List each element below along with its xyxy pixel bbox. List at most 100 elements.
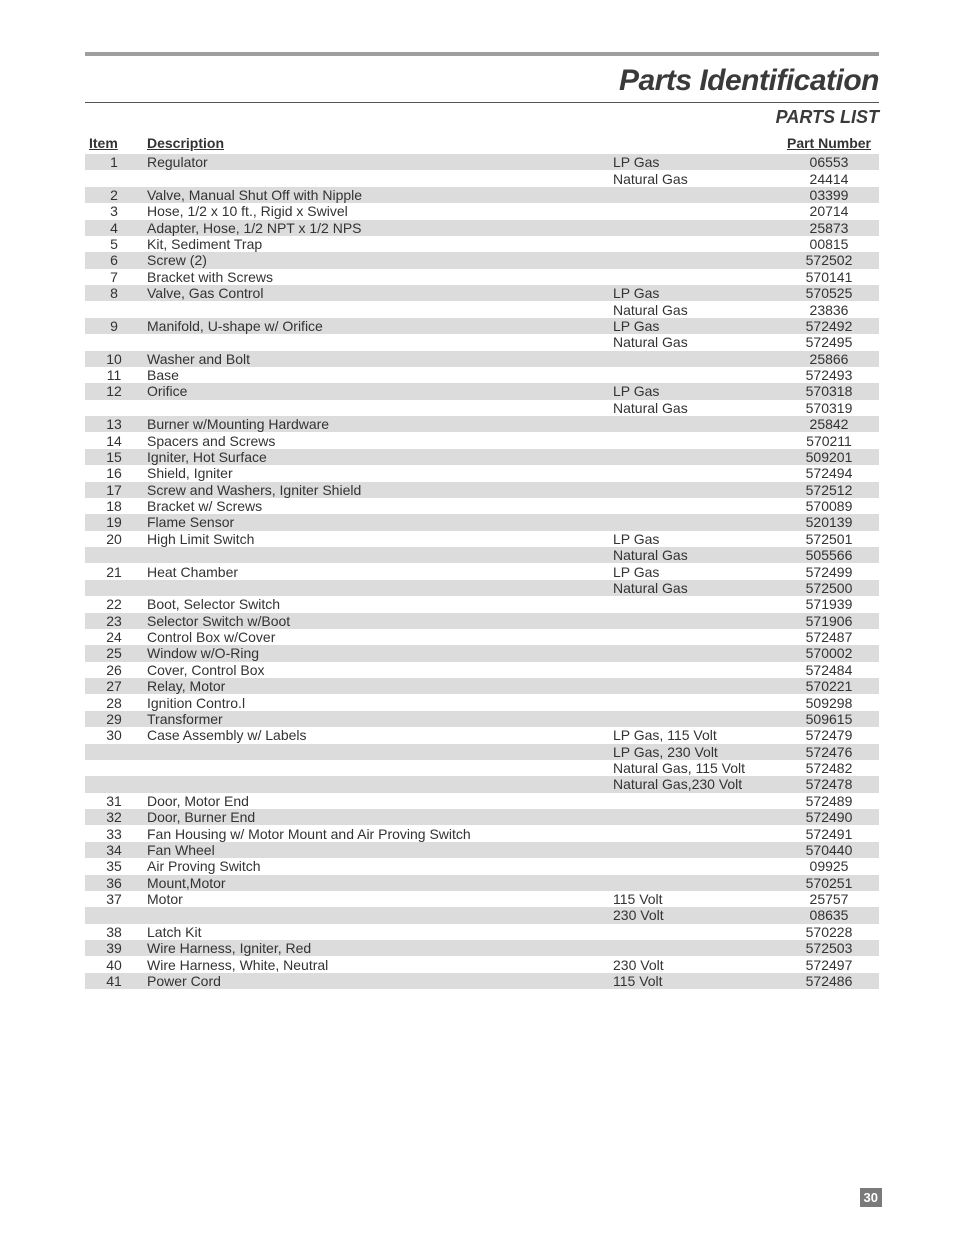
header-description: Description (143, 134, 609, 154)
cell-part-number: 25757 (779, 891, 879, 907)
cell-part-number: 572500 (779, 580, 879, 596)
cell-description: Igniter, Hot Surface (143, 449, 609, 465)
table-row: Natural Gas24414 (85, 170, 879, 186)
cell-item: 1 (85, 154, 143, 170)
table-row: 9Manifold, U-shape w/ OrificeLP Gas57249… (85, 318, 879, 334)
cell-description: Bracket w/ Screws (143, 498, 609, 514)
cell-item: 6 (85, 252, 143, 268)
cell-variant: Natural Gas (609, 334, 779, 350)
cell-variant: Natural Gas, 115 Volt (609, 760, 779, 776)
cell-part-number: 571939 (779, 596, 879, 612)
cell-description: Valve, Manual Shut Off with Nipple (143, 187, 609, 203)
table-row: 24Control Box w/Cover572487 (85, 629, 879, 645)
cell-description: Adapter, Hose, 1/2 NPT x 1/2 NPS (143, 220, 609, 236)
page-title: Parts Identification (85, 58, 879, 102)
cell-description: Orifice (143, 383, 609, 399)
cell-item: 5 (85, 236, 143, 252)
cell-description: Wire Harness, White, Neutral (143, 956, 609, 972)
cell-description (143, 907, 609, 923)
table-row: Natural Gas,230 Volt572478 (85, 776, 879, 792)
cell-part-number: 572491 (779, 825, 879, 841)
cell-item: 20 (85, 531, 143, 547)
table-row: 21Heat ChamberLP Gas572499 (85, 563, 879, 579)
table-row: 39Wire Harness, Igniter, Red572503 (85, 940, 879, 956)
cell-variant: LP Gas, 115 Volt (609, 727, 779, 743)
cell-item: 33 (85, 825, 143, 841)
cell-item (85, 547, 143, 563)
cell-variant: 115 Volt (609, 891, 779, 907)
cell-item: 16 (85, 465, 143, 481)
cell-part-number: 570221 (779, 678, 879, 694)
cell-variant (609, 858, 779, 874)
cell-item: 27 (85, 678, 143, 694)
cell-variant: Natural Gas (609, 170, 779, 186)
cell-variant (609, 940, 779, 956)
cell-item (85, 580, 143, 596)
cell-part-number: 570440 (779, 842, 879, 858)
cell-item: 34 (85, 842, 143, 858)
cell-description (143, 580, 609, 596)
table-row: 10Washer and Bolt25866 (85, 351, 879, 367)
cell-variant: 230 Volt (609, 907, 779, 923)
cell-variant: LP Gas (609, 383, 779, 399)
table-row: Natural Gas23836 (85, 301, 879, 317)
cell-part-number: 572490 (779, 809, 879, 825)
cell-description (143, 744, 609, 760)
table-row: Natural Gas, 115 Volt572482 (85, 760, 879, 776)
cell-variant: LP Gas (609, 285, 779, 301)
cell-part-number: 09925 (779, 858, 879, 874)
cell-item (85, 170, 143, 186)
table-row: 14Spacers and Screws 570211 (85, 432, 879, 448)
cell-part-number: 570251 (779, 875, 879, 891)
cell-description: Boot, Selector Switch (143, 596, 609, 612)
cell-part-number: 572487 (779, 629, 879, 645)
parts-table: Item Description Part Number 1RegulatorL… (85, 134, 879, 989)
table-row: 12OrificeLP Gas570318 (85, 383, 879, 399)
cell-variant (609, 662, 779, 678)
cell-description: Manifold, U-shape w/ Orifice (143, 318, 609, 334)
cell-variant: Natural Gas (609, 580, 779, 596)
table-row: 19Flame Sensor520139 (85, 514, 879, 530)
cell-part-number: 509615 (779, 711, 879, 727)
cell-description: Spacers and Screws (143, 432, 609, 448)
cell-part-number: 25866 (779, 351, 879, 367)
cell-variant (609, 711, 779, 727)
cell-part-number: 572493 (779, 367, 879, 383)
cell-part-number: 572486 (779, 973, 879, 989)
header-variant (609, 134, 779, 154)
cell-part-number: 572492 (779, 318, 879, 334)
cell-part-number: 25842 (779, 416, 879, 432)
cell-part-number: 572489 (779, 793, 879, 809)
cell-part-number: 570211 (779, 432, 879, 448)
cell-description (143, 400, 609, 416)
cell-variant (609, 465, 779, 481)
table-row: 6Screw (2)572502 (85, 252, 879, 268)
cell-variant (609, 875, 779, 891)
cell-item (85, 907, 143, 923)
cell-description: Window w/O-Ring (143, 645, 609, 661)
cell-variant: Natural Gas,230 Volt (609, 776, 779, 792)
cell-part-number: 570002 (779, 645, 879, 661)
cell-description: Base (143, 367, 609, 383)
cell-variant: Natural Gas (609, 547, 779, 563)
page-number-badge: 30 (860, 1188, 882, 1207)
cell-part-number: 520139 (779, 514, 879, 530)
cell-description: Air Proving Switch (143, 858, 609, 874)
cell-item: 14 (85, 432, 143, 448)
cell-part-number: 572482 (779, 760, 879, 776)
cell-part-number: 570318 (779, 383, 879, 399)
table-row: LP Gas, 230 Volt572476 (85, 744, 879, 760)
cell-part-number: 00815 (779, 236, 879, 252)
table-row: 41Power Cord115 Volt572486 (85, 973, 879, 989)
cell-item: 13 (85, 416, 143, 432)
cell-description (143, 301, 609, 317)
top-rule (85, 52, 879, 56)
table-row: 7Bracket with Screws570141 (85, 269, 879, 285)
table-row: Natural Gas505566 (85, 547, 879, 563)
cell-item: 29 (85, 711, 143, 727)
table-row: 28Ignition Contro.l509298 (85, 694, 879, 710)
table-row: 5Kit, Sediment Trap00815 (85, 236, 879, 252)
cell-item: 9 (85, 318, 143, 334)
cell-variant (609, 645, 779, 661)
table-row: 16Shield, Igniter572494 (85, 465, 879, 481)
